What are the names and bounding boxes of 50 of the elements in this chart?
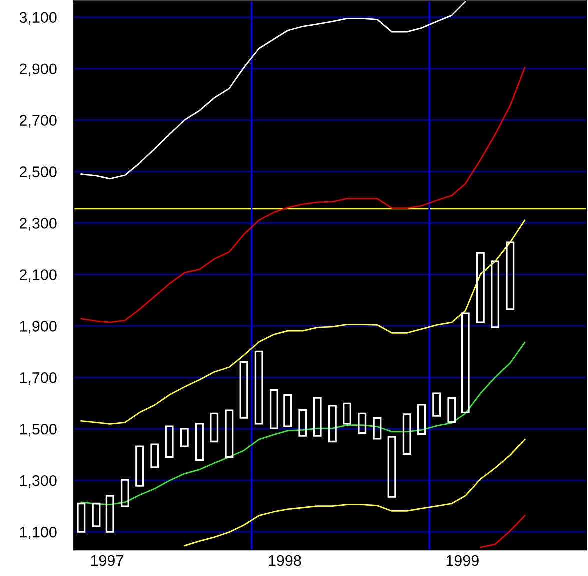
line-series bbox=[480, 515, 526, 548]
x-tick-label: 1999 bbox=[446, 555, 479, 566]
candlestick bbox=[210, 412, 219, 443]
y-tick-label: 1,300 bbox=[20, 475, 57, 488]
y-tick-label: 2,500 bbox=[20, 166, 57, 180]
candlestick bbox=[106, 495, 114, 533]
y-tick-label: 1,700 bbox=[20, 372, 57, 386]
y-tick-label: 1,900 bbox=[20, 321, 57, 334]
candlestick bbox=[388, 436, 396, 498]
candlestick bbox=[77, 502, 86, 533]
candlestick bbox=[92, 502, 101, 528]
candlestick bbox=[270, 389, 278, 430]
candlestick bbox=[298, 410, 308, 437]
line-series bbox=[80, 1, 466, 180]
candlestick bbox=[328, 405, 337, 443]
y-tick-label: 2,100 bbox=[20, 270, 57, 282]
x-tick-label: 1998 bbox=[269, 555, 302, 566]
y-tick-label: 1,500 bbox=[20, 424, 57, 437]
y-tick-label: 3,100 bbox=[20, 12, 57, 25]
candlestick bbox=[358, 412, 367, 434]
candlestick bbox=[254, 350, 264, 425]
candlestick bbox=[402, 414, 412, 456]
line-series bbox=[80, 67, 526, 324]
y-tick-label: 2,700 bbox=[20, 115, 57, 128]
candlestick bbox=[195, 423, 204, 462]
candlestick bbox=[373, 417, 382, 440]
y-tick-label: 2,300 bbox=[20, 218, 57, 231]
candlestick bbox=[240, 361, 248, 419]
y-tick-label: 1,100 bbox=[20, 526, 57, 540]
candlestick bbox=[476, 252, 485, 324]
candlestick bbox=[225, 410, 234, 458]
line-series bbox=[184, 438, 526, 547]
candlestick bbox=[136, 446, 144, 487]
candlestick bbox=[165, 426, 174, 458]
candlestick bbox=[506, 242, 515, 310]
candlestick bbox=[120, 479, 130, 508]
candlestick bbox=[180, 428, 189, 448]
candlestick bbox=[491, 260, 500, 328]
candlestick bbox=[448, 397, 456, 424]
y-tick-label: 2,900 bbox=[20, 64, 57, 76]
x-tick-label: 1997 bbox=[91, 555, 124, 566]
line-series bbox=[80, 342, 526, 506]
candlestick bbox=[461, 312, 470, 414]
candlestick bbox=[284, 394, 292, 428]
line-series bbox=[80, 220, 526, 425]
candlestick bbox=[343, 402, 352, 425]
candlestick bbox=[313, 397, 322, 437]
candlestick bbox=[418, 404, 426, 436]
candlestick bbox=[432, 392, 442, 417]
candlestick bbox=[150, 444, 160, 468]
